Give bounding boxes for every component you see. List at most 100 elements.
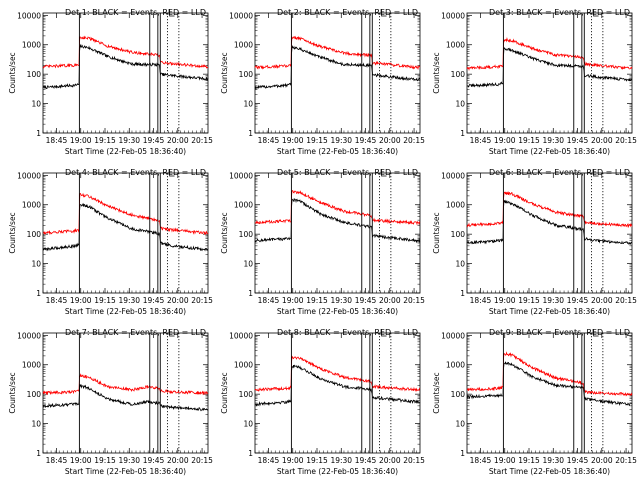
y-tick-label: 1000 (22, 361, 41, 370)
panel-title: Det 7: BLACK = Events, RED = LLD (65, 328, 206, 337)
y-tick-label: 10 (243, 420, 253, 429)
series-black-line (42, 383, 209, 412)
y-tick-label: 10000 (17, 171, 41, 180)
panel-det-7: Det 7: BLACK = Events, RED = LLD Counts/s… (8, 328, 213, 476)
y-tick-label: 1000 (234, 201, 253, 210)
x-tick-label: 19:45 (567, 296, 589, 305)
y-axis-title: Counts/sec (8, 212, 17, 253)
panel-title: Det 2: BLACK = Events, RED = LLD (277, 8, 418, 17)
x-axis-title: Start Time (22-Feb-05 18:36:40) (65, 307, 186, 316)
y-tick-label: 100 (451, 390, 466, 399)
x-tick-label: 19:45 (355, 456, 377, 465)
panel-det-9: Det 9: BLACK = Events, RED = LLD Counts/s… (432, 328, 637, 476)
x-tick-label: 19:30 (542, 456, 564, 465)
x-tick-label: 19:45 (355, 296, 377, 305)
y-tick-label: 1000 (446, 361, 465, 370)
series-black-line (466, 47, 633, 88)
x-tick-label: 19:45 (567, 136, 589, 145)
series-black-line (42, 43, 209, 90)
y-tick-label: 1 (248, 129, 253, 138)
x-tick-label: 20:15 (403, 136, 425, 145)
y-tick-label: 10000 (441, 171, 465, 180)
x-tick-label: 19:15 (94, 456, 116, 465)
panel-frame (42, 172, 209, 294)
x-tick-label: 20:00 (167, 136, 189, 145)
y-tick-label: 1000 (446, 41, 465, 50)
y-tick-label: 10 (243, 100, 253, 109)
x-tick-label: 20:15 (615, 296, 637, 305)
x-tick-label: 20:00 (167, 296, 189, 305)
x-tick-label: 19:30 (118, 456, 140, 465)
x-tick-label: 19:15 (306, 456, 328, 465)
y-tick-label: 10000 (441, 331, 465, 340)
y-tick-label: 1 (36, 449, 41, 458)
x-axis-title: Start Time (22-Feb-05 18:36:40) (277, 467, 398, 476)
series-black-line (466, 361, 633, 407)
x-tick-label: 20:15 (403, 456, 425, 465)
y-tick-label: 1 (36, 289, 41, 298)
x-axis-title: Start Time (22-Feb-05 18:36:40) (65, 147, 186, 156)
series-red-line (254, 35, 421, 71)
marker-bracket (381, 9, 387, 17)
panel-frame (466, 332, 633, 454)
marker-bracket (381, 329, 387, 337)
y-axis-title: Counts/sec (220, 212, 229, 253)
x-tick-label: 20:15 (191, 136, 213, 145)
y-tick-label: 10000 (229, 171, 253, 180)
x-tick-label: 19:00 (70, 136, 92, 145)
panel-det-5: Det 5: BLACK = Events, RED = LLD Counts/s… (220, 168, 425, 316)
marker-bracket (169, 9, 175, 17)
panel-det-6: Det 6: BLACK = Events, RED = LLD Counts/s… (432, 168, 637, 316)
panel-det-2: Det 2: BLACK = Events, RED = LLD Counts/s… (220, 8, 425, 156)
y-axis-title: Counts/sec (220, 372, 229, 413)
y-tick-label: 1 (248, 289, 253, 298)
y-tick-label: 10000 (441, 11, 465, 20)
x-tick-label: 19:00 (494, 296, 516, 305)
series-red-line (42, 373, 209, 396)
y-tick-label: 10 (31, 420, 41, 429)
series-red-line (466, 351, 633, 397)
x-axis-title: Start Time (22-Feb-05 18:36:40) (489, 307, 610, 316)
x-tick-label: 19:30 (118, 136, 140, 145)
y-tick-label: 10 (455, 420, 465, 429)
x-tick-label: 19:15 (518, 456, 540, 465)
x-tick-label: 18:45 (470, 136, 492, 145)
x-tick-label: 20:00 (591, 136, 613, 145)
y-tick-label: 1000 (234, 41, 253, 50)
y-tick-label: 100 (239, 230, 254, 239)
y-tick-label: 10 (31, 100, 41, 109)
x-tick-label: 19:00 (70, 456, 92, 465)
panel-frame (42, 12, 209, 134)
y-tick-label: 1 (36, 129, 41, 138)
y-axis-title: Counts/sec (432, 212, 441, 253)
y-tick-label: 1 (460, 289, 465, 298)
x-tick-label: 19:15 (94, 136, 116, 145)
x-axis-title: Start Time (22-Feb-05 18:36:40) (489, 467, 610, 476)
x-tick-label: 19:00 (282, 456, 304, 465)
y-tick-label: 100 (27, 230, 42, 239)
panel-frame (254, 12, 421, 134)
x-tick-label: 20:00 (591, 456, 613, 465)
panel-det-8: Det 8: BLACK = Events, RED = LLD Counts/s… (220, 328, 425, 476)
marker-bracket (593, 9, 599, 17)
y-axis-title: Counts/sec (220, 52, 229, 93)
x-tick-label: 19:15 (306, 136, 328, 145)
x-axis-title: Start Time (22-Feb-05 18:36:40) (277, 307, 398, 316)
y-tick-label: 10000 (229, 11, 253, 20)
x-tick-label: 19:00 (282, 136, 304, 145)
series-black-line (254, 198, 421, 244)
x-tick-label: 20:15 (615, 136, 637, 145)
x-tick-label: 18:45 (46, 456, 68, 465)
panel-title: Det 4: BLACK = Events, RED = LLD (65, 168, 206, 177)
x-tick-label: 19:00 (70, 296, 92, 305)
x-tick-label: 18:45 (46, 296, 68, 305)
x-tick-label: 20:00 (379, 296, 401, 305)
y-tick-label: 100 (27, 70, 42, 79)
y-tick-label: 10 (31, 260, 41, 269)
y-tick-label: 100 (239, 390, 254, 399)
series-black-line (254, 44, 421, 91)
series-red-line (466, 190, 633, 229)
y-tick-label: 10 (455, 100, 465, 109)
marker-bracket (169, 169, 175, 177)
